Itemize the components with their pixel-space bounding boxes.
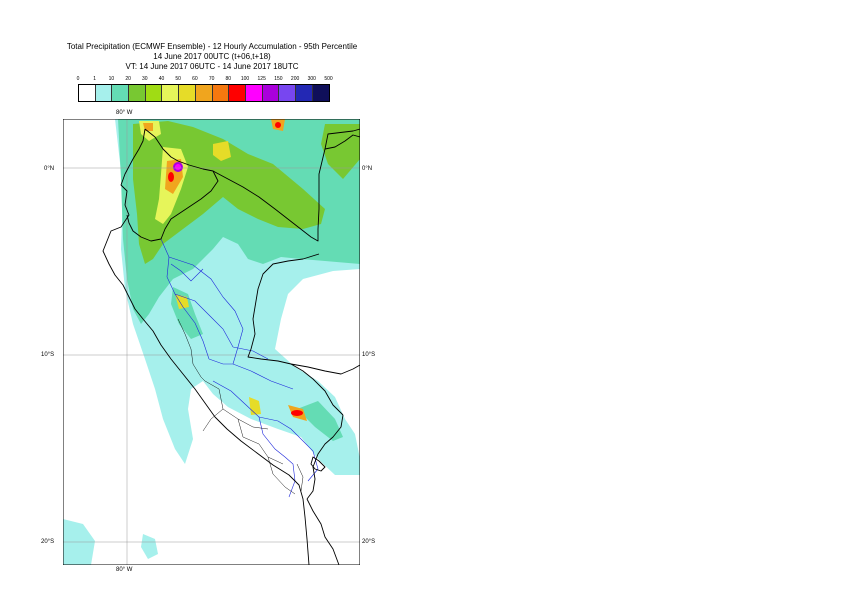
legend-swatch	[162, 85, 180, 101]
legend-swatch	[295, 85, 313, 101]
legend-label: 500	[324, 76, 333, 82]
department-lines	[177, 318, 304, 495]
brazil-peru-border	[247, 253, 344, 416]
legend-swatch	[312, 85, 330, 101]
dept-line-8	[296, 463, 304, 492]
lake-titicaca	[310, 456, 326, 472]
run-time: 14 June 2017 00UTC (t+06,t+18)	[153, 52, 271, 61]
legend-label: 300	[307, 76, 316, 82]
legend-label: 150	[274, 76, 283, 82]
lat-label-right-20: 20°S	[362, 539, 376, 545]
region-line-8	[258, 416, 302, 440]
dept-line-3	[242, 436, 284, 465]
dept-line-4	[237, 418, 269, 430]
legend-swatch	[262, 85, 280, 101]
region-line-1	[160, 238, 184, 308]
region-line-13	[284, 456, 296, 498]
region-line-11	[170, 263, 204, 282]
country-borders	[102, 128, 360, 565]
legend-swatch	[95, 85, 113, 101]
northern-extension	[324, 134, 360, 150]
region-line-5	[232, 310, 244, 365]
legend-swatch	[279, 85, 296, 101]
legend-label: 20	[125, 76, 131, 82]
lat-label-left-0: 0°N	[44, 166, 55, 172]
precip-area-red-south	[291, 410, 303, 416]
legend-label: 1	[93, 76, 97, 82]
legend-label: 50	[175, 76, 181, 82]
dept-line-7	[177, 318, 194, 365]
graticule	[63, 119, 360, 565]
dept-line-5	[267, 456, 296, 495]
region-line-6	[208, 358, 294, 390]
lat-label-right-10: 10°S	[362, 352, 376, 358]
legend-swatch	[79, 85, 96, 101]
lat-label-left-20: 20°S	[41, 539, 55, 545]
legend-bar	[78, 84, 331, 102]
valid-time: VT: 14 June 2017 06UTC - 14 June 2017 18…	[125, 62, 299, 71]
legend-swatch	[179, 85, 196, 101]
legend-swatch	[229, 85, 246, 101]
legend-swatch	[245, 85, 263, 101]
legend-label: 40	[158, 76, 165, 82]
dept-line-2	[202, 408, 224, 432]
map-title: Total Precipitation (ECMWF Ensemble) - 1…	[66, 42, 358, 51]
precip-area-red-andes	[168, 172, 174, 182]
ecuador-border	[126, 128, 219, 242]
region-line-3	[174, 293, 234, 348]
legend-swatch	[129, 85, 146, 101]
precip-area-light-south	[141, 534, 158, 559]
precip-area-red-ne	[275, 122, 281, 128]
region-line-7	[212, 380, 260, 418]
lon-label-top: 80° W	[116, 110, 133, 116]
precip-fields	[63, 119, 360, 565]
precip-area-yellow-north	[213, 141, 231, 161]
lat-label-left-10: 10°S	[41, 352, 55, 358]
legend-label: 125	[257, 76, 266, 82]
legend-swatch	[212, 85, 230, 101]
legend-label: 60	[192, 76, 198, 82]
legend-label: 200	[290, 76, 300, 82]
color-legend: 0 1 10 20 30 40 50 60 70 80 100 125 150 200 300 500	[76, 76, 346, 102]
region-line-9	[258, 416, 286, 458]
region-line-12	[232, 346, 269, 360]
legend-swatch	[112, 85, 130, 101]
title-block: Total Precipitation (ECMWF Ensemble) - 1…	[0, 42, 424, 72]
legend-swatch	[195, 85, 213, 101]
legend-label: 70	[208, 76, 215, 82]
legend-swatch	[145, 85, 163, 101]
bolivia-east-border	[290, 363, 360, 375]
chile-bolivia-border	[306, 498, 340, 565]
dept-line-6	[192, 363, 206, 382]
lat-label-right-0: 0°N	[362, 166, 373, 172]
colombia-peru-border	[212, 128, 360, 242]
precipitation-map	[63, 119, 360, 565]
legend-label: 30	[142, 76, 148, 82]
legend-label: 100	[240, 76, 250, 82]
precip-area-teal-east	[297, 401, 343, 441]
lon-label-bottom: 80° W	[116, 567, 133, 573]
legend-label: 10	[108, 76, 115, 82]
precip-area-magenta-peak	[175, 164, 181, 170]
legend-labels: 0 1 10 20 30 40 50 60 70 80 100 125 150 200 300 500	[76, 76, 346, 84]
bolivia-border	[306, 414, 344, 500]
legend-label: 0	[76, 76, 80, 82]
precip-area-green-east	[321, 124, 360, 179]
region-line-4	[182, 306, 210, 360]
region-line-2	[168, 256, 236, 312]
legend-label: 80	[225, 76, 232, 82]
coastline	[102, 128, 310, 565]
